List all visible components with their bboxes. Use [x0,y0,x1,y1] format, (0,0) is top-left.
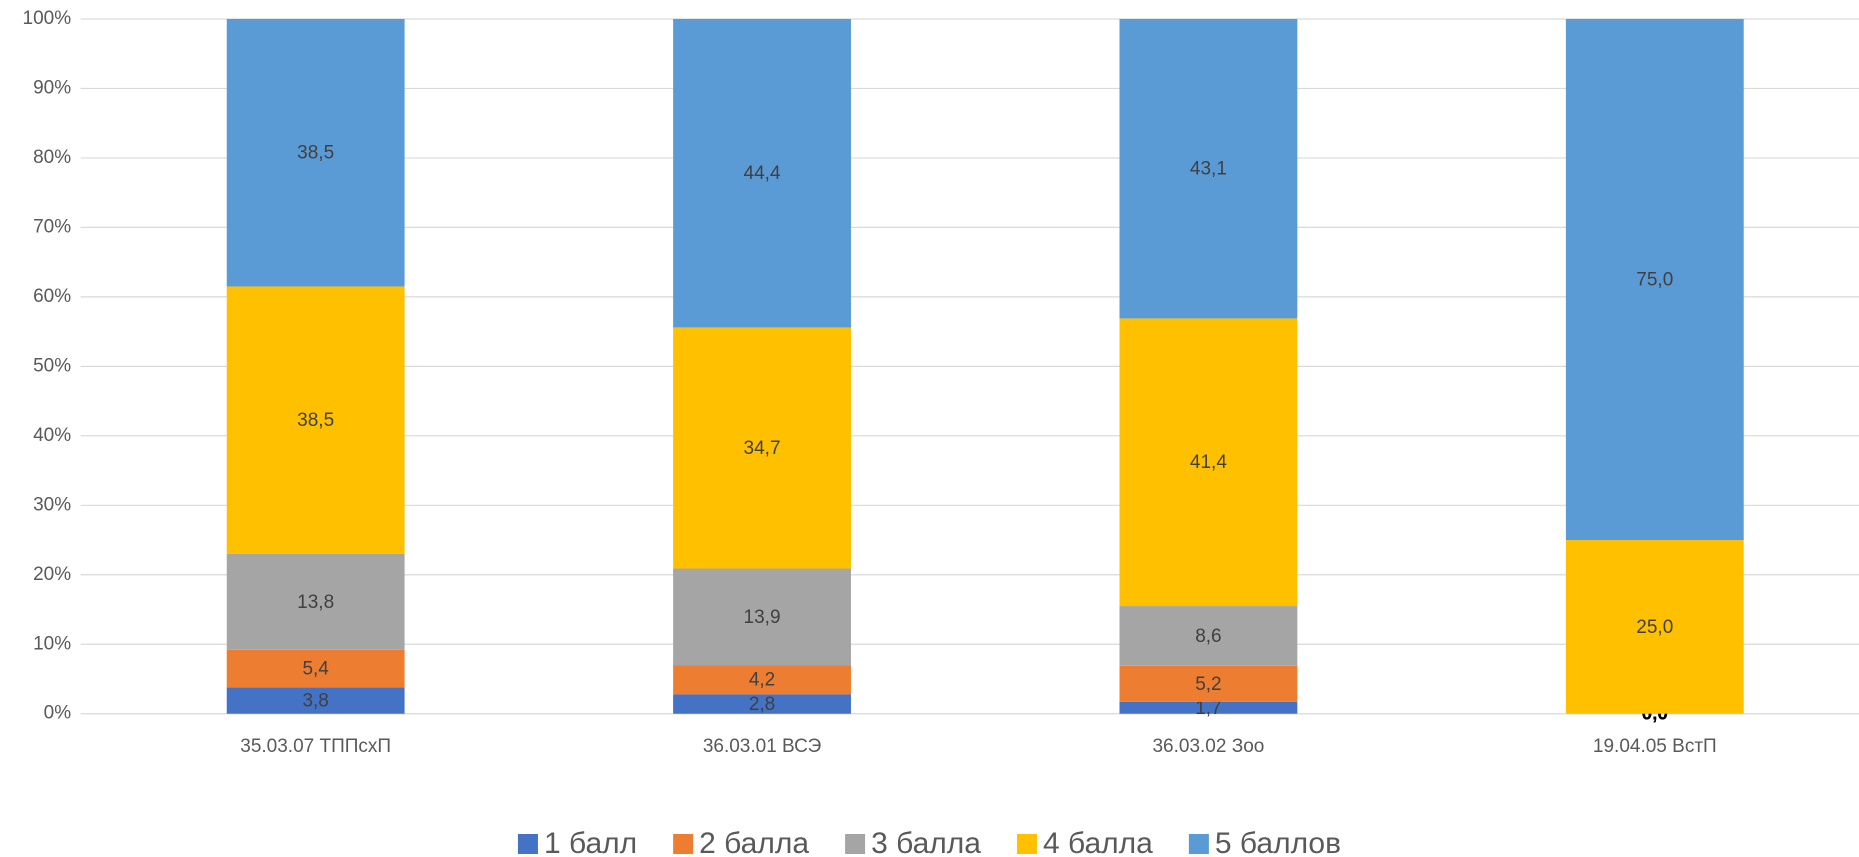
data-label: 3,8 [302,691,328,712]
legend-swatch [673,834,694,854]
y-tick-label: 60% [33,286,71,307]
legend-label: 1 балл [544,827,637,857]
y-tick-label: 30% [33,494,71,515]
data-label: 13,8 [297,592,334,613]
y-tick-label: 70% [33,216,71,237]
bar-segment [1119,665,1298,702]
legend-swatch [517,834,538,854]
data-label: 38,5 [297,410,334,431]
y-tick-label: 50% [33,355,71,376]
data-label: 4,2 [749,670,775,691]
bar-segment [1119,18,1298,319]
y-tick-label: 0% [44,703,72,724]
data-label: 5,2 [1195,674,1221,695]
bar-segment [226,649,405,688]
bar-segment [673,694,851,714]
y-tick-label: 10% [33,633,71,654]
data-label: 8,6 [1195,626,1221,647]
legend-label: 2 балла [699,827,809,857]
legend-swatch [1016,834,1037,854]
data-label: 1,7 [1195,698,1221,719]
legend-label: 3 балла [871,827,981,857]
legend-swatch [1188,834,1209,854]
x-tick-label: 19.04.05 ВстП [1593,736,1717,757]
data-label: 41,4 [1190,452,1227,473]
bar-segment [1565,18,1744,541]
data-label: 43,1 [1190,159,1227,180]
data-label: 13,9 [744,607,781,628]
bar-segment [673,568,851,666]
legend-label: 4 балла [1043,827,1153,857]
bar-segment [226,286,405,554]
y-tick-label: 80% [33,147,71,168]
y-tick-label: 90% [33,77,71,98]
data-label: 38,5 [297,143,334,164]
bar-segment [226,553,405,650]
data-label: 34,7 [744,438,781,459]
bar-segment [1119,318,1298,607]
x-tick-label: 36.03.01 ВСЭ [703,736,821,757]
data-label: 2,8 [749,694,775,715]
y-tick-label: 20% [33,564,71,585]
bar-segment [1119,606,1298,666]
data-label: 75,0 [1636,270,1673,291]
data-label: 44,4 [744,163,781,184]
x-tick-label: 35.03.07 ТППсхП [240,736,391,757]
bar-segment [226,687,405,714]
y-tick-label: 100% [23,8,72,29]
bar-segment [1565,540,1744,714]
bar-segment [226,18,405,287]
data-label: 25,0 [1636,617,1673,638]
legend-label: 5 баллов [1215,827,1341,857]
y-tick-label: 40% [33,425,71,446]
legend-swatch [845,834,866,854]
data-label: 5,4 [302,659,329,680]
x-tick-label: 36.03.02 Зоо [1152,736,1264,757]
bar-segment [673,18,851,328]
bar-segment [1119,701,1298,714]
bar-segment [673,665,851,695]
bar-segment [673,327,851,569]
